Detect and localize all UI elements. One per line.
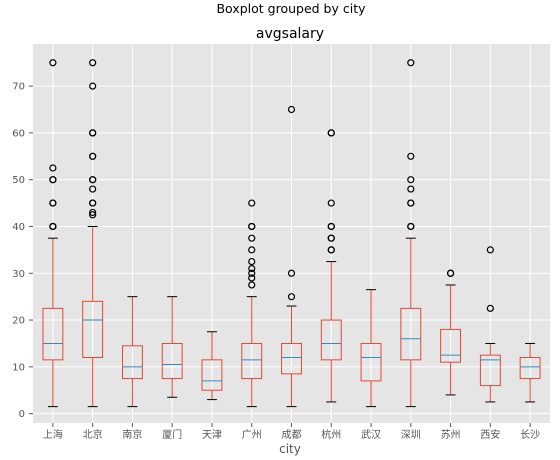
box-天津 bbox=[201, 331, 223, 401]
box-iqr bbox=[161, 342, 183, 380]
x-tick-label: 杭州 bbox=[321, 428, 341, 441]
x-tick-label: 西安 bbox=[480, 428, 500, 441]
flier-point bbox=[89, 82, 97, 90]
x-axis-label: city bbox=[279, 442, 301, 456]
y-tick-label: 30 bbox=[12, 269, 25, 280]
y-axis-ticks: 0 10 20 30 40 50 60 70 bbox=[12, 82, 33, 420]
y-tick-label: 20 bbox=[12, 316, 25, 327]
flier-point bbox=[89, 211, 97, 219]
flier-point bbox=[89, 59, 97, 67]
box-苏州 bbox=[440, 269, 462, 396]
x-tick-label: 天津 bbox=[202, 429, 222, 441]
flier-point bbox=[248, 281, 256, 289]
x-tick-label: 厦门 bbox=[162, 428, 182, 441]
box-series bbox=[42, 59, 541, 408]
box-iqr bbox=[241, 342, 263, 380]
flier-point bbox=[407, 199, 415, 207]
flier-point bbox=[89, 199, 97, 207]
x-tick-label: 武汉 bbox=[361, 428, 381, 441]
flier-point bbox=[49, 59, 57, 67]
box-iqr bbox=[121, 345, 143, 380]
flier-point bbox=[287, 293, 296, 301]
flier-point bbox=[327, 222, 335, 231]
box-深圳 bbox=[400, 59, 422, 408]
y-tick-label: 10 bbox=[12, 362, 25, 373]
flier-point bbox=[49, 176, 57, 184]
box-上海 bbox=[42, 59, 64, 408]
flier-point bbox=[89, 129, 97, 137]
flier-point bbox=[407, 152, 415, 160]
chart-suptitle: Boxplot grouped by city bbox=[216, 1, 366, 16]
x-tick-label: 上海 bbox=[43, 428, 63, 441]
flier-point bbox=[89, 185, 97, 193]
flier-point bbox=[407, 59, 415, 67]
flier-point bbox=[287, 105, 296, 114]
flier-point bbox=[486, 304, 494, 312]
flier-point bbox=[248, 274, 256, 282]
box-iqr bbox=[479, 354, 501, 387]
flier-point bbox=[327, 199, 335, 207]
flier-point bbox=[407, 185, 415, 193]
box-iqr bbox=[82, 300, 104, 358]
flier-point bbox=[327, 234, 335, 242]
box-杭州 bbox=[320, 129, 342, 403]
x-tick-label: 苏州 bbox=[441, 428, 461, 441]
flier-point bbox=[407, 176, 415, 184]
box-iqr bbox=[360, 342, 382, 382]
box-广州 bbox=[241, 199, 263, 408]
flier-point bbox=[89, 176, 97, 184]
flier-point bbox=[49, 222, 57, 231]
flier-point bbox=[327, 246, 335, 254]
y-tick-label: 0 bbox=[19, 409, 25, 420]
box-iqr bbox=[201, 359, 223, 391]
box-iqr bbox=[281, 342, 302, 375]
x-tick-label: 深圳 bbox=[401, 429, 421, 441]
x-tick-label: 长沙 bbox=[520, 429, 540, 441]
flier-point bbox=[248, 264, 256, 273]
box-武汉 bbox=[360, 289, 382, 408]
box-西安 bbox=[479, 246, 501, 403]
flier-point bbox=[407, 222, 415, 231]
y-tick-label: 60 bbox=[12, 128, 25, 139]
x-tick-label: 北京 bbox=[83, 428, 103, 441]
box-成都 bbox=[281, 105, 302, 408]
flier-point bbox=[248, 246, 256, 254]
x-tick-label: 广州 bbox=[242, 429, 262, 441]
box-iqr bbox=[42, 307, 64, 361]
flier-point bbox=[248, 269, 256, 277]
flier-point bbox=[486, 246, 494, 254]
box-iqr bbox=[320, 319, 342, 361]
box-南京 bbox=[121, 296, 143, 408]
flier-point bbox=[248, 199, 256, 207]
y-tick-label: 50 bbox=[12, 175, 25, 186]
x-tick-label: 南京 bbox=[122, 428, 142, 441]
x-tick-label: 成都 bbox=[282, 429, 302, 441]
x-axis-ticks: 上海 北京 南京 厦门 天津 广州 成都 杭州 武汉 深圳 苏州 西安 长沙 bbox=[43, 423, 540, 441]
y-tick-label: 40 bbox=[12, 222, 25, 233]
flier-point bbox=[287, 269, 296, 277]
box-长沙 bbox=[519, 342, 541, 403]
chart-title: avgsalary bbox=[256, 26, 324, 42]
box-iqr bbox=[400, 307, 422, 361]
flier-point bbox=[248, 257, 256, 266]
box-北京 bbox=[82, 59, 104, 408]
flier-point bbox=[89, 208, 97, 217]
flier-point bbox=[49, 199, 57, 207]
box-厦门 bbox=[161, 296, 183, 398]
flier-point bbox=[89, 152, 97, 160]
box-iqr bbox=[519, 356, 541, 380]
flier-point bbox=[327, 129, 335, 137]
flier-point bbox=[446, 269, 455, 277]
flier-point bbox=[49, 164, 57, 172]
flier-point bbox=[248, 222, 256, 231]
flier-point bbox=[248, 234, 256, 242]
y-tick-label: 70 bbox=[12, 82, 25, 93]
box-iqr bbox=[440, 328, 462, 363]
